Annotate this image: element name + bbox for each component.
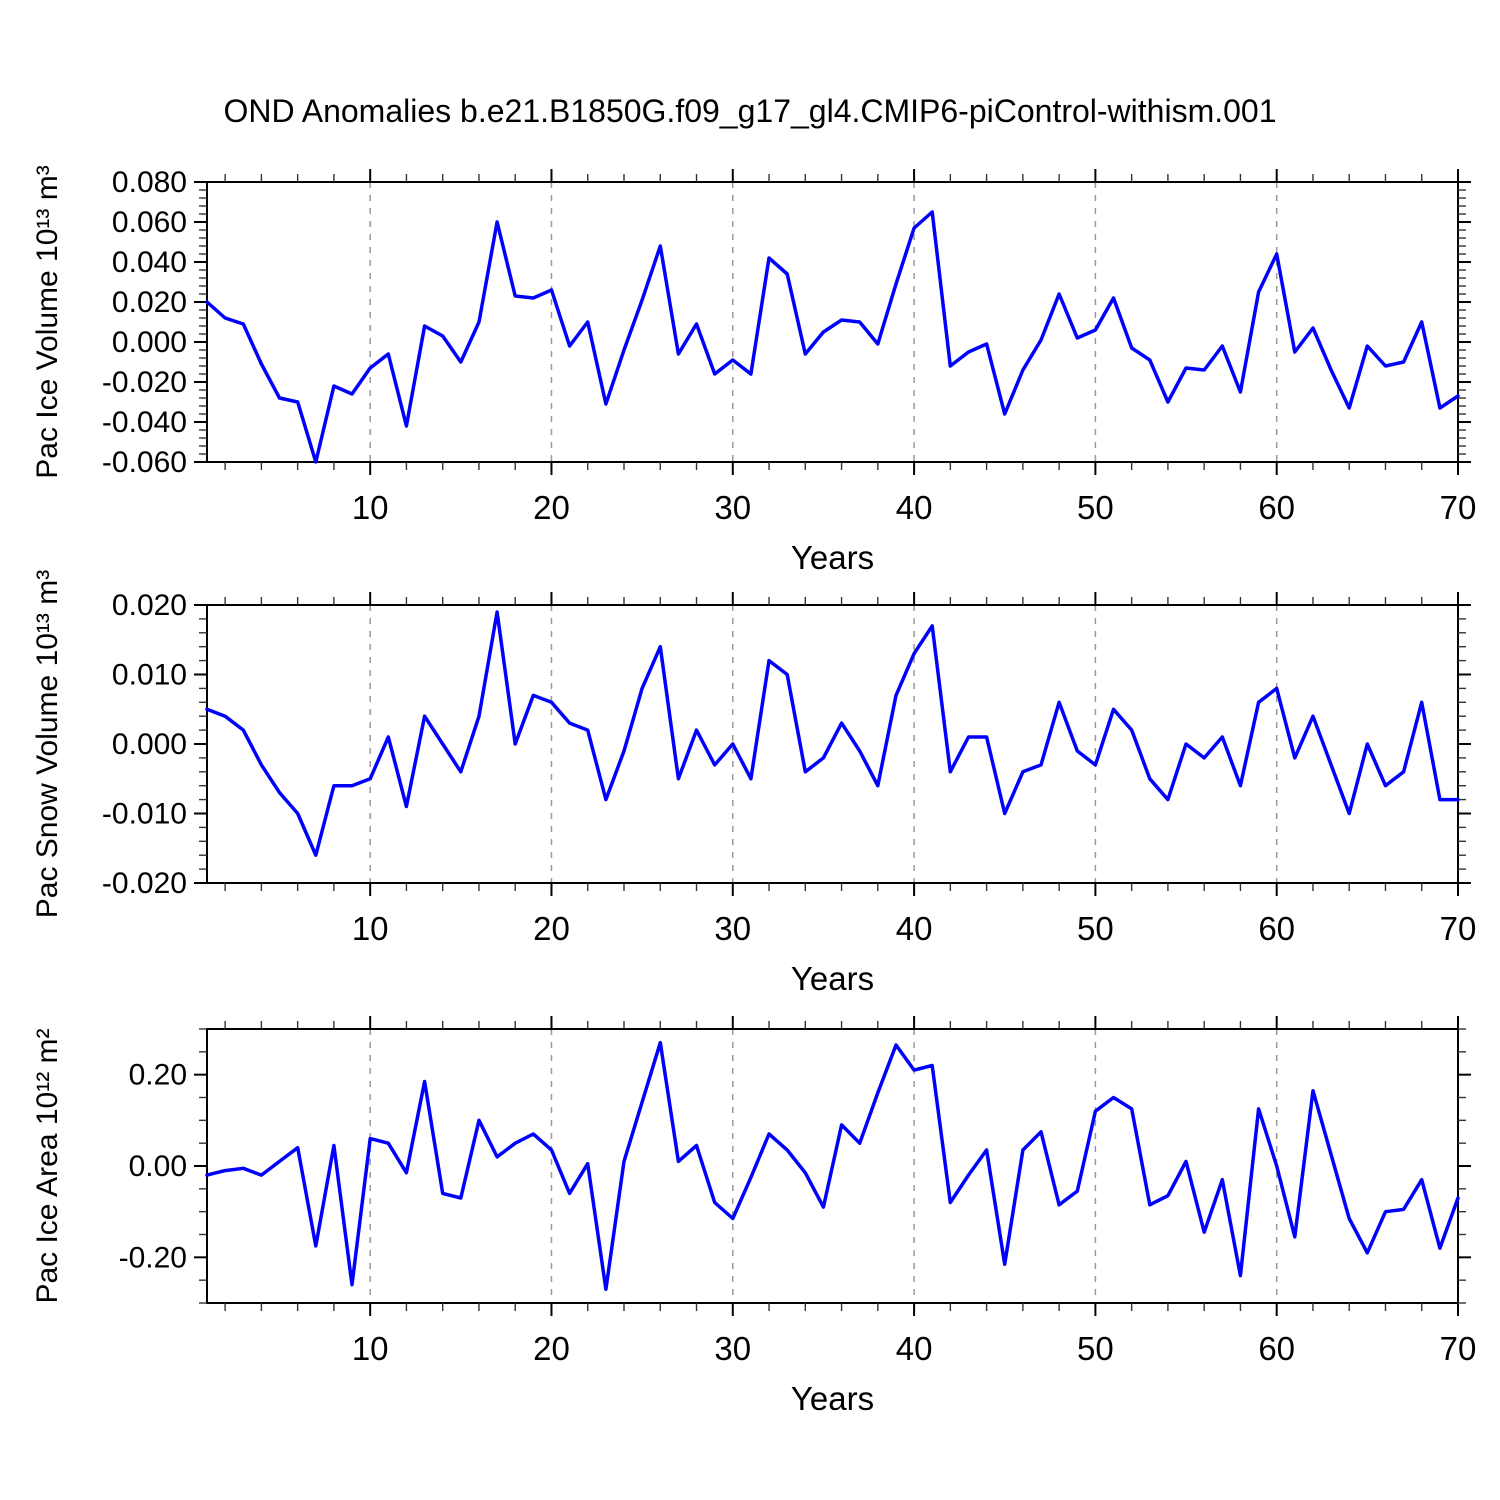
series-line-pac-ice-volume [205,210,1460,464]
x-tick-label: 30 [714,489,751,526]
x-tick-label: 70 [1440,1330,1477,1367]
y-tick-label: 0.000 [112,326,187,359]
series-line-pac-snow-volume [205,610,1460,857]
x-axis-title: Years [791,539,874,576]
x-tick-label: 40 [896,489,933,526]
x-tick-label: 20 [533,1330,570,1367]
x-axis-title: Years [791,960,874,997]
x-tick-label: 10 [352,489,389,526]
y-tick-label: -0.040 [102,406,187,439]
x-tick-label: 10 [352,1330,389,1367]
x-axis-title: Years [791,1380,874,1417]
x-tick-label: 40 [896,1330,933,1367]
x-tick-label: 20 [533,910,570,947]
y-tick-label: -0.010 [102,798,187,831]
x-tick-label: 60 [1258,489,1295,526]
y-tick-label: 0.020 [112,589,187,622]
y-tick-label: -0.020 [102,867,187,900]
x-tick-label: 60 [1258,910,1295,947]
series-line-pac-ice-area [205,1040,1460,1292]
figure-title: OND Anomalies b.e21.B1850G.f09_g17_gl4.C… [223,93,1277,129]
x-tick-label: 70 [1440,489,1477,526]
y-tick-label: 0.000 [112,728,187,761]
y-tick-label: -0.20 [119,1241,187,1274]
y-tick-label: 0.080 [112,166,187,199]
x-tick-label: 50 [1077,1330,1114,1367]
y-tick-label: 0.040 [112,246,187,279]
x-tick-label: 50 [1077,910,1114,947]
x-tick-label: 40 [896,910,933,947]
y-tick-label: 0.010 [112,659,187,692]
x-tick-label: 30 [714,1330,751,1367]
y-tick-label: 0.00 [129,1150,187,1183]
y-tick-label: 0.20 [129,1059,187,1092]
panel-pac-ice-volume: 10 20 30 40 50 60 70 Years -0.060 -0.040 -0.020 0.0… [102,166,1476,576]
y-tick-label: 0.060 [112,206,187,239]
x-tick-label: 50 [1077,489,1114,526]
x-tick-label: 60 [1258,1330,1295,1367]
panel-pac-snow-volume: 10 20 30 40 50 60 70 Years -0.020 -0.010 0.000 0.01… [102,589,1476,997]
plot-box [206,181,1459,463]
y-tick-label: -0.020 [102,366,187,399]
x-tick-label: 30 [714,910,751,947]
panel-pac-ice-area: 10 20 30 40 50 60 70 Years -0.20 0.00 0.20 [119,1016,1477,1417]
x-tick-label: 70 [1440,910,1477,947]
y-tick-label: 0.020 [112,286,187,319]
x-tick-label: 20 [533,489,570,526]
x-tick-label: 10 [352,910,389,947]
y-tick-label: -0.060 [102,446,187,479]
